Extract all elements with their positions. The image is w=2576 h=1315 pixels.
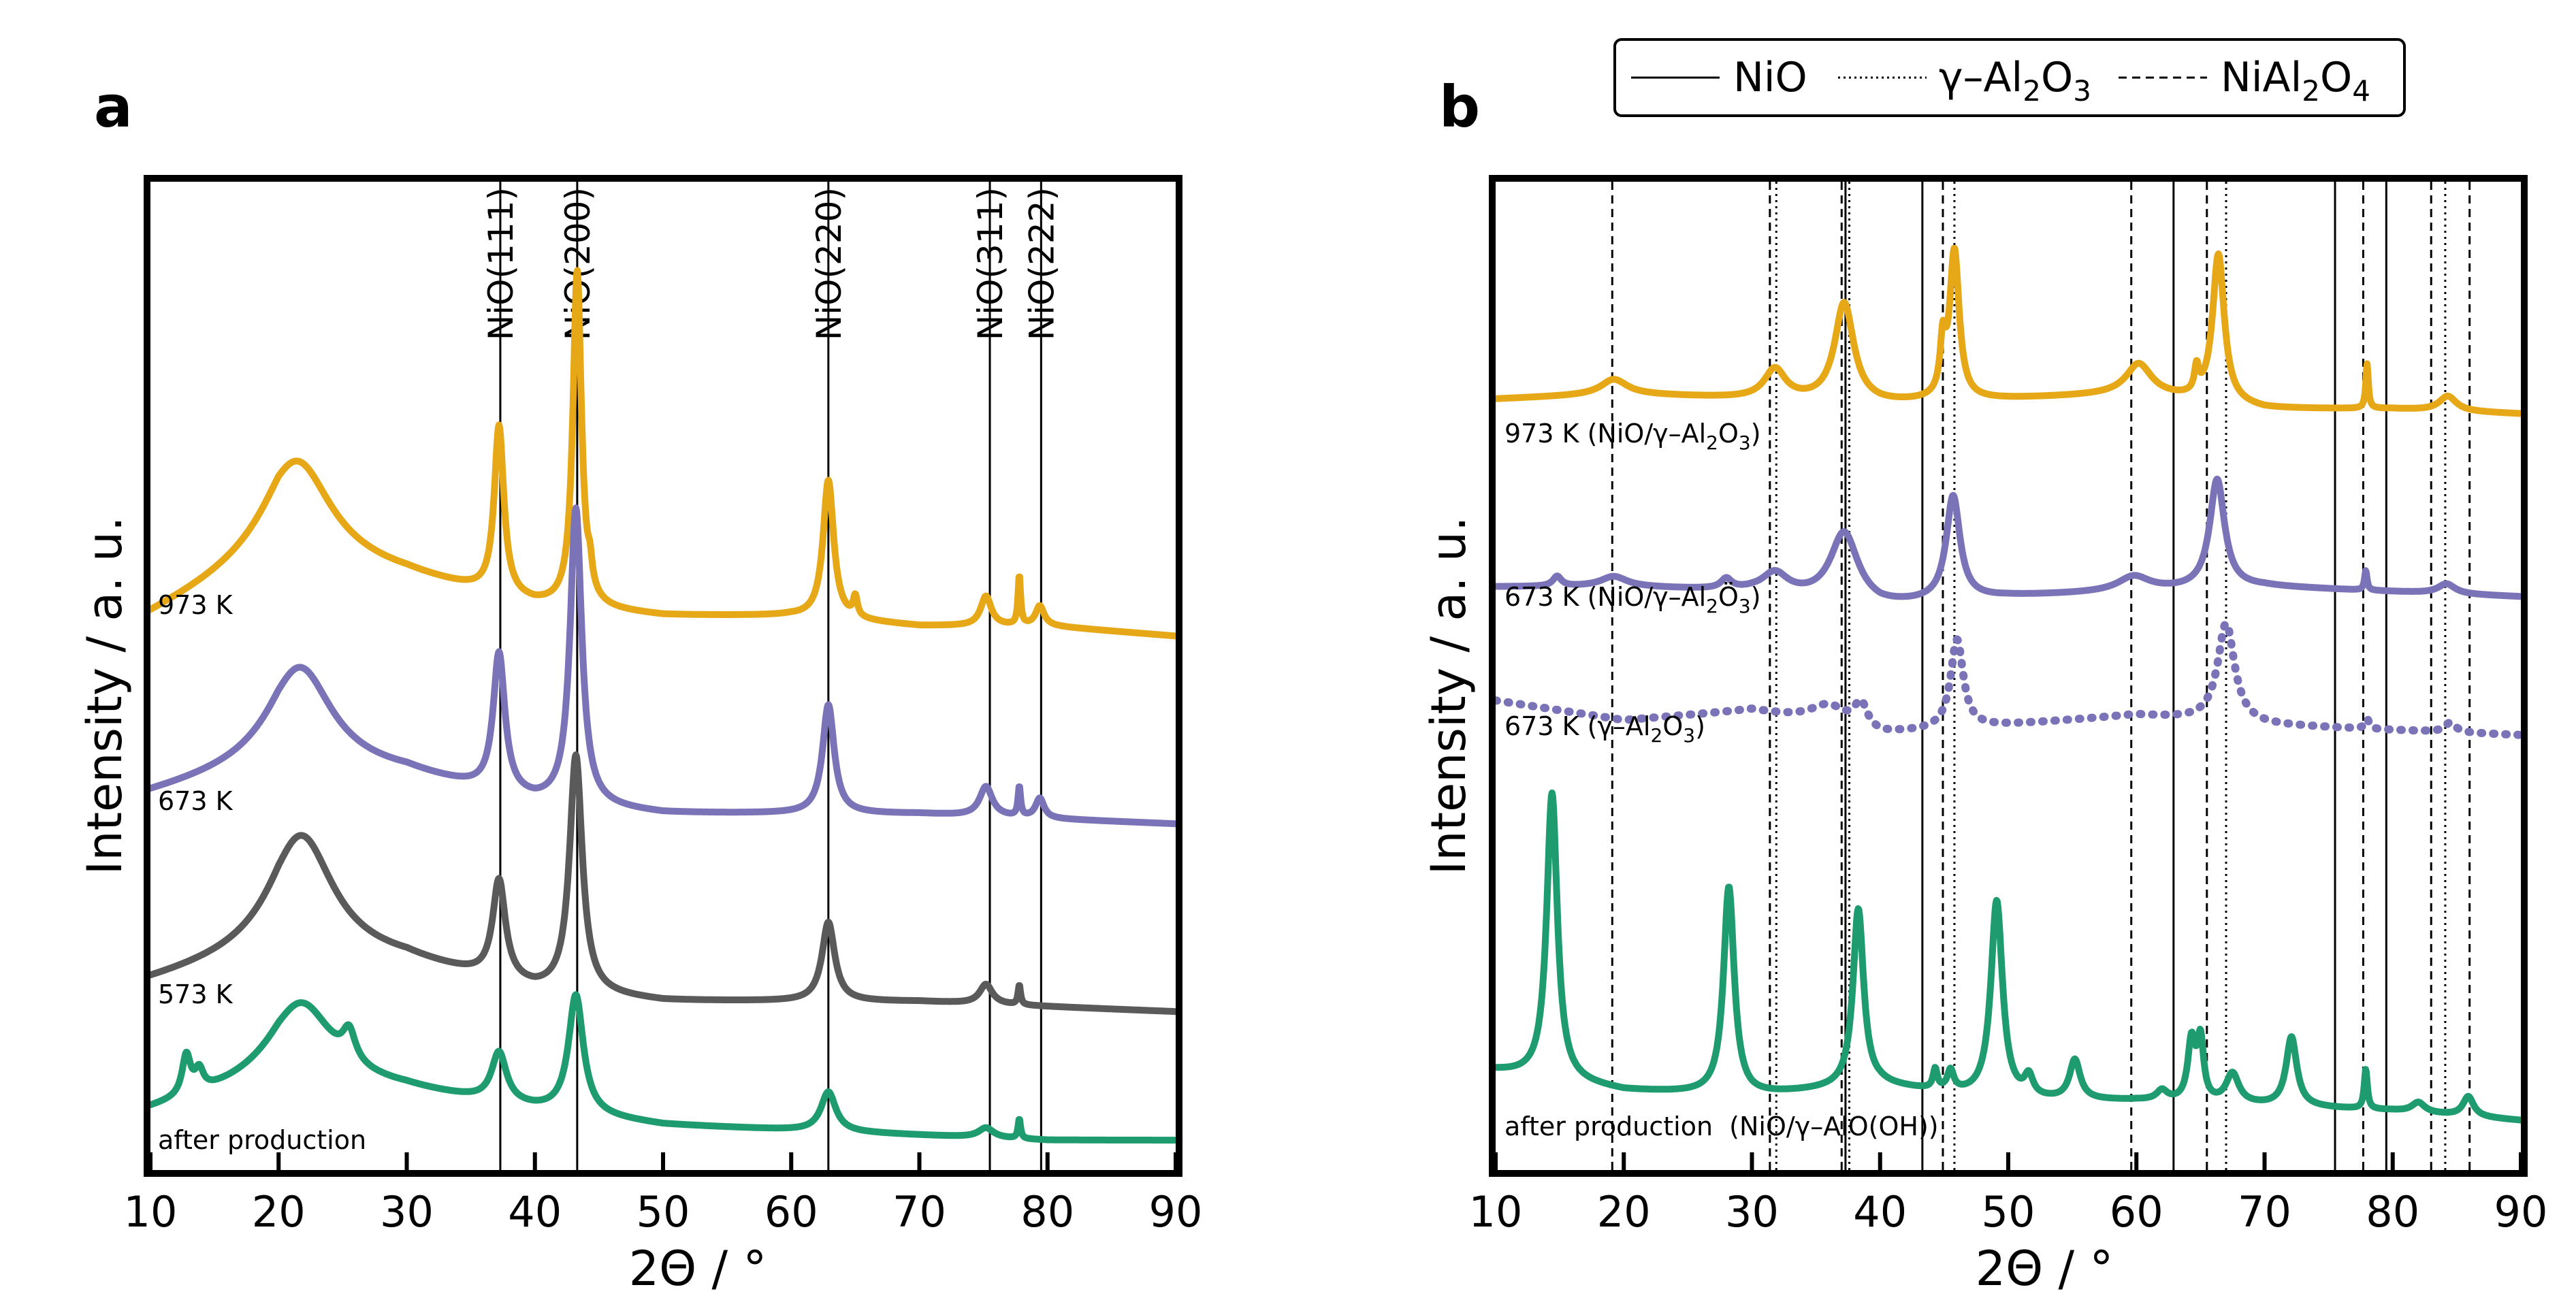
label-973-sub3: 3 bbox=[1739, 432, 1751, 454]
panel-b-x-tick-label-70: 70 bbox=[2238, 1187, 2291, 1237]
label-al2o3-part1: 673 K (γ–Al bbox=[1504, 711, 1650, 741]
panel-b-series-2 bbox=[1492, 619, 2525, 739]
panel-a-frame bbox=[144, 175, 1182, 1177]
legend-label-gamma-al2o3: γ–Al2O3 bbox=[1939, 54, 2091, 108]
panel-a-series-2 bbox=[147, 751, 1179, 1016]
panel-b-x-tick-label-90: 90 bbox=[2494, 1187, 2548, 1237]
legend-al2o3-sub2: 2 bbox=[2023, 74, 2041, 108]
panel-b-curves bbox=[1492, 244, 2525, 1124]
panel-a-series-3 bbox=[147, 991, 1179, 1144]
panel-a-x-tick-label-40: 40 bbox=[508, 1187, 562, 1237]
panel-b-reference-lines bbox=[1611, 182, 2471, 1170]
legend: NiO γ–Al2O3 NiAl2O4 bbox=[1613, 38, 2406, 117]
panel-b-x-tick-label-30: 30 bbox=[1725, 1187, 1779, 1237]
panel-a-curves bbox=[147, 267, 1179, 1144]
legend-al2o3-sub3: 3 bbox=[2073, 74, 2091, 108]
panel-b-curve-label-673-al2o3: 673 K (γ–Al2O3) bbox=[1504, 711, 1705, 747]
panel-b-series-0 bbox=[1492, 244, 2524, 417]
label-673-part1: 673 K (NiO/γ–Al bbox=[1504, 582, 1706, 612]
panel-b-x-tick-label-10: 10 bbox=[1469, 1187, 1523, 1237]
panel-b-x-tick-label-20: 20 bbox=[1597, 1187, 1651, 1237]
legend-al2o3-part2: O bbox=[2041, 54, 2073, 101]
panel-a-letter: a bbox=[94, 74, 133, 140]
legend-al2o3-part1: γ–Al bbox=[1939, 54, 2023, 101]
legend-nial2o4-part1: NiAl bbox=[2221, 54, 2302, 101]
label-973-part3: ) bbox=[1751, 419, 1761, 449]
panel-a-x-tick-label-50: 50 bbox=[637, 1187, 690, 1237]
panel-b-x-tick-label-40: 40 bbox=[1853, 1187, 1907, 1237]
panel-a-x-tick-label-90: 90 bbox=[1149, 1187, 1203, 1237]
panel-b-x-tick-label-60: 60 bbox=[2110, 1187, 2163, 1237]
panel-a-curve-label-973: 973 K bbox=[158, 590, 234, 620]
label-673-part2: Ö bbox=[1718, 582, 1739, 612]
legend-nial2o4-part2: O bbox=[2320, 54, 2352, 101]
panel-b-xlabel: 2Θ / ° bbox=[1976, 1241, 2114, 1297]
panel-a-curve-label-after-production: after production bbox=[158, 1125, 366, 1155]
panel-a-x-tick-label-30: 30 bbox=[380, 1187, 434, 1237]
label-973-part2: O bbox=[1718, 419, 1739, 449]
legend-label-nio: NiO bbox=[1733, 54, 1807, 101]
panel-a-x-ticks: 10 20 30 40 50 60 70 80 90 bbox=[124, 1152, 1203, 1237]
label-673-part3: ) bbox=[1751, 582, 1761, 612]
panel-a-x-tick-label-20: 20 bbox=[252, 1187, 306, 1237]
panel-a-curve-label-673: 673 K bbox=[158, 786, 234, 816]
panel-a-series-0 bbox=[147, 267, 1179, 640]
panel-a-xlabel: 2Θ / ° bbox=[629, 1241, 767, 1297]
panel-a-curve-label-573: 573 K bbox=[158, 979, 234, 1009]
panel-b-ylabel: Intensity / a. u. bbox=[1421, 517, 1477, 875]
panel-b-curve-label-after-production: after production (NiO/γ–AlO(OH)) bbox=[1504, 1111, 1939, 1141]
legend-label-nial2o4: NiAl2O4 bbox=[2221, 54, 2370, 108]
panel-a-ylabel: Intensity / a. u. bbox=[77, 517, 133, 875]
panel-b-x-tick-label-80: 80 bbox=[2366, 1187, 2419, 1237]
panel-a-series-1 bbox=[147, 504, 1179, 828]
panel-a-x-tick-label-60: 60 bbox=[764, 1187, 818, 1237]
label-al2o3-sub3: 3 bbox=[1683, 724, 1695, 747]
panel-a-ref-label-3: NiO(311) bbox=[971, 187, 1010, 340]
label-al2o3-part3: ) bbox=[1695, 711, 1705, 741]
panel-a-ref-label-2: NiO(220) bbox=[809, 187, 849, 340]
panel-a-x-tick-label-10: 10 bbox=[124, 1187, 178, 1237]
panel-b-x-tick-label-50: 50 bbox=[1982, 1187, 2035, 1237]
panel-b-letter: b bbox=[1439, 74, 1480, 140]
legend-nial2o4-sub2: 2 bbox=[2302, 74, 2320, 108]
panel-b-series-3 bbox=[1492, 789, 2524, 1124]
panel-a-ref-label-4: NiO(222) bbox=[1022, 187, 1061, 340]
panel-a-x-tick-label-70: 70 bbox=[892, 1187, 946, 1237]
label-973-sub2: 2 bbox=[1706, 432, 1718, 454]
label-673-sub3: 3 bbox=[1739, 595, 1751, 617]
panel-a: a Intensity / a. u. 2Θ / ° 10 20 30 40 50 60 7… bbox=[77, 74, 1202, 1297]
panel-b-curve-label-973: 973 K (NiO/γ–Al2O3) bbox=[1504, 419, 1761, 454]
panel-b-frame bbox=[1489, 175, 2528, 1177]
label-673-sub2: 2 bbox=[1706, 595, 1718, 617]
label-al2o3-sub2: 2 bbox=[1650, 724, 1662, 747]
legend-box bbox=[1613, 38, 2406, 117]
panel-a-ref-label-0: NiO(111) bbox=[481, 187, 521, 340]
panel-b-series-1 bbox=[1492, 475, 2524, 600]
panel-b-curve-label-673: 673 K (NiO/γ–Al2Ö3) bbox=[1504, 582, 1761, 617]
label-al2o3-part2: O bbox=[1662, 711, 1683, 741]
label-973-part1: 973 K (NiO/γ–Al bbox=[1504, 419, 1706, 449]
panel-a-x-tick-label-80: 80 bbox=[1020, 1187, 1074, 1237]
panel-b: b Intensity / a. u. 2Θ / ° 10 20 30 40 50 60 7… bbox=[1421, 38, 2548, 1297]
legend-nial2o4-sub3: 4 bbox=[2352, 74, 2370, 108]
